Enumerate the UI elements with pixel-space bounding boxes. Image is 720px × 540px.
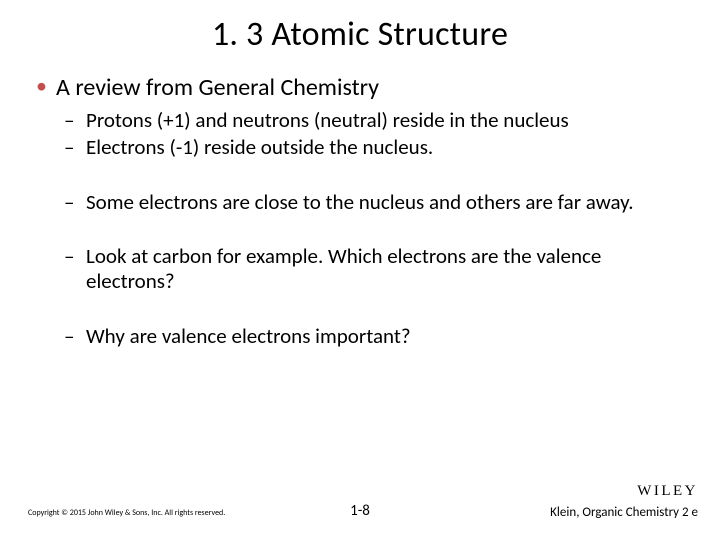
- bullet-level2-item: Protons (+1) and neutrons (neutral) resi…: [56, 108, 690, 133]
- bullet-level2-text: Look at carbon for example. Which electr…: [86, 243, 601, 294]
- bullet-level2-text: Protons (+1) and neutrons (neutral) resi…: [86, 107, 569, 133]
- bullet-level1-item: A review from General Chemistry Protons …: [30, 73, 690, 349]
- slide-content: A review from General Chemistry Protons …: [0, 73, 720, 349]
- slide-container: 1. 3 Atomic Structure A review from Gene…: [0, 0, 720, 540]
- bullet-level2-text: Electrons (-1) reside outside the nucleu…: [86, 134, 433, 160]
- bullet-level2-item: Why are valence electrons important?: [56, 324, 690, 349]
- citation-text: Klein, Organic Chemistry 2 e: [550, 505, 698, 520]
- publisher-logo: WILEY: [637, 483, 698, 500]
- slide-footer: WILEY Copyright © 2015 John Wiley & Sons…: [0, 484, 720, 518]
- slide-title: 1. 3 Atomic Structure: [0, 14, 720, 55]
- bullet-list-level2: Protons (+1) and neutrons (neutral) resi…: [56, 108, 690, 349]
- bullet-list-level1: A review from General Chemistry Protons …: [30, 73, 690, 349]
- bullet-level2-item: Some electrons are close to the nucleus …: [56, 190, 690, 215]
- page-number: 1-8: [350, 502, 370, 520]
- copyright-text: Copyright © 2015 John Wiley & Sons, Inc.…: [28, 508, 225, 518]
- bullet-level1-text: A review from General Chemistry: [56, 73, 379, 102]
- bullet-level2-text: Why are valence electrons important?: [86, 323, 411, 349]
- bullet-level2-text: Some electrons are close to the nucleus …: [86, 189, 634, 215]
- bullet-level2-item: Electrons (-1) reside outside the nucleu…: [56, 135, 690, 160]
- bullet-level2-item: Look at carbon for example. Which electr…: [56, 244, 690, 294]
